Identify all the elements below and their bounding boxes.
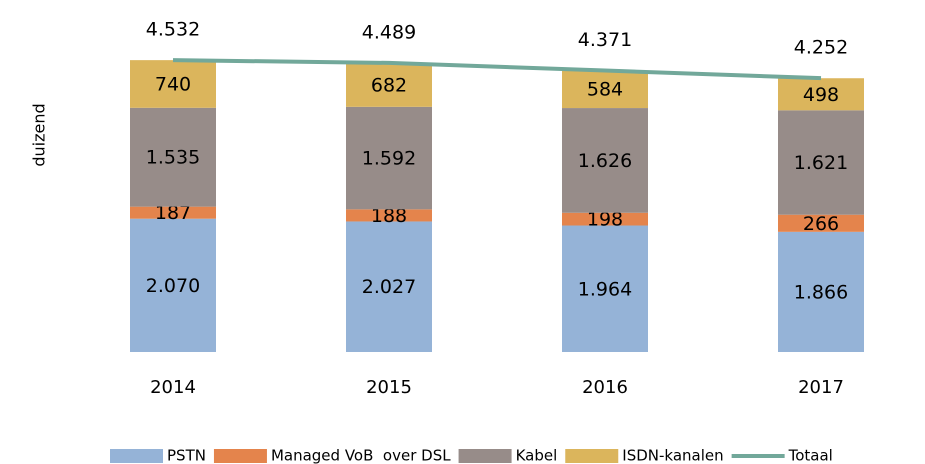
data-label: 266: [803, 213, 839, 235]
data-label: 198: [587, 209, 623, 231]
data-label: 584: [587, 79, 623, 101]
bar-segment: [346, 62, 432, 107]
data-label: 1.592: [362, 148, 416, 170]
legend-label: Totaal: [788, 447, 833, 464]
data-label: 1.626: [578, 150, 632, 172]
legend-swatch: [565, 449, 619, 463]
x-tick-label: 2016: [582, 377, 628, 398]
line-series: [172, 58, 822, 81]
data-label: 187: [155, 202, 191, 224]
bar-segment: [346, 106, 432, 210]
bar-segment: [130, 107, 216, 207]
y-axis-label: duizend: [30, 103, 49, 166]
data-label: 1.621: [794, 152, 848, 174]
bar-segment: [562, 225, 648, 352]
bar-segment: [778, 231, 864, 352]
x-tick-label: 2017: [798, 377, 844, 398]
legend-swatch: [458, 449, 512, 463]
data-label: 1.964: [578, 278, 632, 300]
legend-label: ISDN-kanalen: [622, 447, 723, 464]
legend-swatch: [110, 449, 163, 463]
legend-label: Kabel: [516, 447, 558, 464]
x-tick-label: 2014: [150, 377, 196, 398]
bar-segment: [130, 218, 216, 352]
data-label: 2.070: [146, 275, 200, 297]
legend-label: PSTN: [167, 447, 206, 464]
data-label: 1.866: [794, 281, 848, 303]
bar-segment: [778, 110, 864, 215]
data-label: 4.489: [362, 21, 416, 43]
data-label: 188: [371, 205, 407, 227]
data-label: 4.252: [794, 37, 848, 59]
bar-segment: [562, 70, 648, 109]
bar-segment: [778, 214, 864, 232]
data-label: 4.371: [578, 29, 632, 51]
data-label: 740: [155, 73, 191, 95]
x-tick-label: 2015: [366, 377, 412, 398]
data-label: 4.532: [146, 19, 200, 41]
bar-segment: [778, 78, 864, 111]
data-label: 682: [371, 74, 407, 96]
bar-segment: [130, 206, 216, 219]
data-label: 498: [803, 84, 839, 106]
bar-segment: [346, 209, 432, 222]
bar-segment: [346, 221, 432, 352]
bar-segment: [130, 60, 216, 108]
bar-segment: [562, 212, 648, 226]
data-label: 2.027: [362, 276, 416, 298]
bar-segment: [562, 108, 648, 213]
data-label: 1.535: [146, 147, 200, 169]
legend-label: Managed VoB over DSL: [271, 447, 451, 464]
legend-swatch: [213, 449, 267, 463]
